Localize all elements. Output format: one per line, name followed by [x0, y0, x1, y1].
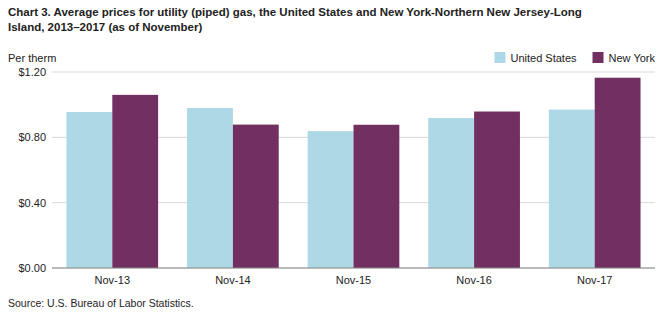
- x-tick-label: Nov-17: [577, 274, 612, 286]
- bar: [428, 118, 474, 268]
- y-tick-label: $0.40: [18, 197, 46, 209]
- y-tick-label: $0.80: [18, 131, 46, 143]
- x-tick-label: Nov-15: [336, 274, 371, 286]
- bar: [474, 112, 520, 268]
- bar: [549, 110, 595, 268]
- bar: [595, 78, 641, 268]
- legend-swatch: [593, 52, 604, 63]
- bars: [66, 78, 640, 268]
- bar: [112, 95, 158, 268]
- legend-swatch: [494, 52, 505, 63]
- y-tick-label: $0.00: [18, 262, 46, 274]
- x-tick-label: Nov-13: [95, 274, 130, 286]
- title: Chart 3. Average prices for utility (pip…: [8, 6, 582, 18]
- x-tick-label: Nov-16: [456, 274, 491, 286]
- grid: [52, 72, 655, 268]
- source: Source: U.S. Bureau of Labor Statistics.: [8, 297, 194, 309]
- bar: [308, 131, 354, 268]
- legend: United States New York: [494, 52, 655, 64]
- x-axis-line: [52, 268, 655, 269]
- bar: [233, 125, 279, 268]
- legend-label: New York: [609, 52, 656, 64]
- chart: Chart 3. Average prices for utility (pip…: [0, 0, 670, 315]
- x-tick-label: Nov-14: [215, 274, 250, 286]
- legend-label: United States: [510, 52, 577, 64]
- grid-line: [52, 268, 655, 269]
- y-axis-label: Per therm: [8, 52, 56, 64]
- y-tick-label: $1.20: [18, 66, 46, 78]
- bar: [187, 108, 233, 268]
- subtitle: Island, 2013–2017 (as of November): [8, 21, 202, 33]
- bar: [66, 112, 112, 268]
- grid-line: [52, 72, 655, 73]
- bar: [354, 125, 400, 268]
